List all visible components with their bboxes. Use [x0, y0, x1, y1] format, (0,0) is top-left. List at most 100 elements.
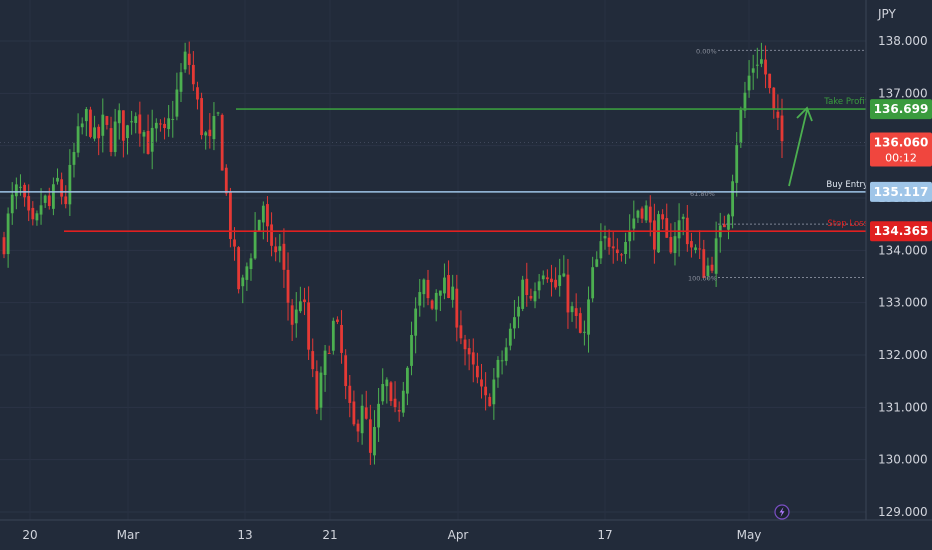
candle-body [27, 196, 31, 211]
candle-body [352, 401, 356, 425]
candle-body [570, 306, 574, 313]
candle-body [373, 426, 376, 456]
candle-body [698, 248, 702, 250]
candle-body [319, 372, 323, 408]
stop-loss-tag-text: 134.365 [874, 224, 929, 238]
candle-body [130, 121, 134, 123]
candle-body [311, 351, 315, 370]
candle-body [587, 299, 590, 335]
fib-label-mid: 61.80% [690, 190, 715, 198]
candle-body [583, 331, 586, 333]
candle-body [257, 219, 261, 232]
fib-label-top: 0.00% [696, 47, 717, 55]
candle-body [340, 324, 343, 353]
candle-body [167, 118, 171, 130]
candle-body [657, 214, 660, 253]
candle-body [216, 112, 220, 114]
stop-loss-label: Stop Loss [827, 219, 868, 229]
candle-body [109, 128, 113, 152]
candle-body [159, 123, 162, 125]
candle-body [574, 308, 578, 316]
take-profit-tag[interactable] [870, 99, 932, 120]
candle-body [673, 236, 677, 254]
price-tick-label: 137.000 [878, 86, 928, 100]
candle-body [480, 379, 483, 387]
candle-body [447, 275, 450, 299]
candle-body [6, 213, 10, 255]
candle-body [208, 129, 212, 137]
countdown-timer: 00:12 [885, 152, 917, 165]
annotations: 0.00% 61.80% 100.00% Take Profit Buy Entry St… [688, 47, 869, 282]
candle-body [648, 206, 652, 223]
candle-body [636, 210, 640, 218]
candle-body [492, 379, 496, 405]
candle-body [640, 208, 644, 219]
candle-body [290, 305, 294, 325]
candle-body [471, 352, 475, 365]
candle-body [451, 286, 455, 300]
candle-body [191, 64, 195, 85]
currency-label: JPY [877, 7, 897, 21]
candle-body [743, 92, 747, 111]
candle-body [121, 110, 125, 141]
buy-entry-tag[interactable] [870, 181, 932, 202]
candle-body [611, 246, 615, 249]
candle-body [298, 301, 302, 312]
candle-body [406, 367, 409, 394]
candle-body [529, 295, 533, 299]
candle-body [475, 365, 479, 378]
candle-body [578, 313, 582, 333]
lightning-icon[interactable] [774, 504, 790, 520]
candle-body [764, 59, 767, 75]
candle-body [706, 265, 710, 276]
candles [2, 41, 784, 465]
candle-body [187, 53, 191, 65]
candle-body [150, 127, 154, 152]
candle-body [727, 214, 730, 230]
candle-body [410, 334, 413, 366]
candle-body [266, 204, 269, 227]
stop-loss-tag[interactable] [870, 221, 932, 242]
candle-body [35, 213, 39, 221]
candle-body [418, 292, 422, 306]
candle-body [397, 410, 401, 412]
candle-body [455, 288, 459, 328]
time-tick-label: May [737, 528, 762, 542]
candle-body [768, 73, 772, 89]
candle-body [772, 87, 776, 109]
candle-body [628, 230, 632, 242]
candle-body [381, 384, 385, 402]
candle-body [525, 278, 529, 295]
candle-body [541, 275, 545, 280]
time-axis-panel[interactable] [0, 520, 932, 550]
candle-body [356, 423, 360, 432]
time-ticks: 20 Mar 13 21 Apr 17 May [22, 528, 761, 542]
candle-body [89, 109, 92, 137]
candle-body [249, 258, 253, 270]
candle-body [504, 347, 508, 362]
candle-body [278, 246, 282, 251]
price-tick-label: 133.000 [878, 296, 928, 310]
candle-body [434, 292, 438, 310]
candle-body [776, 111, 780, 118]
candle-body [204, 132, 208, 136]
candle-body [385, 379, 389, 387]
candle-body [566, 274, 570, 313]
candle-body [545, 277, 549, 280]
candle-body [368, 419, 372, 453]
candle-body [508, 328, 512, 346]
candle-body [134, 116, 138, 123]
candle-body [710, 264, 714, 271]
candle-body [229, 192, 232, 239]
candle-body [270, 224, 273, 246]
price-axis-panel[interactable] [866, 0, 932, 520]
candle-body [224, 167, 228, 194]
current-price-tag[interactable] [870, 132, 932, 167]
candle-body [550, 278, 553, 283]
candle-body [2, 237, 6, 255]
candle-body [681, 216, 685, 219]
candle-body [93, 127, 96, 139]
candle-body [179, 72, 183, 92]
